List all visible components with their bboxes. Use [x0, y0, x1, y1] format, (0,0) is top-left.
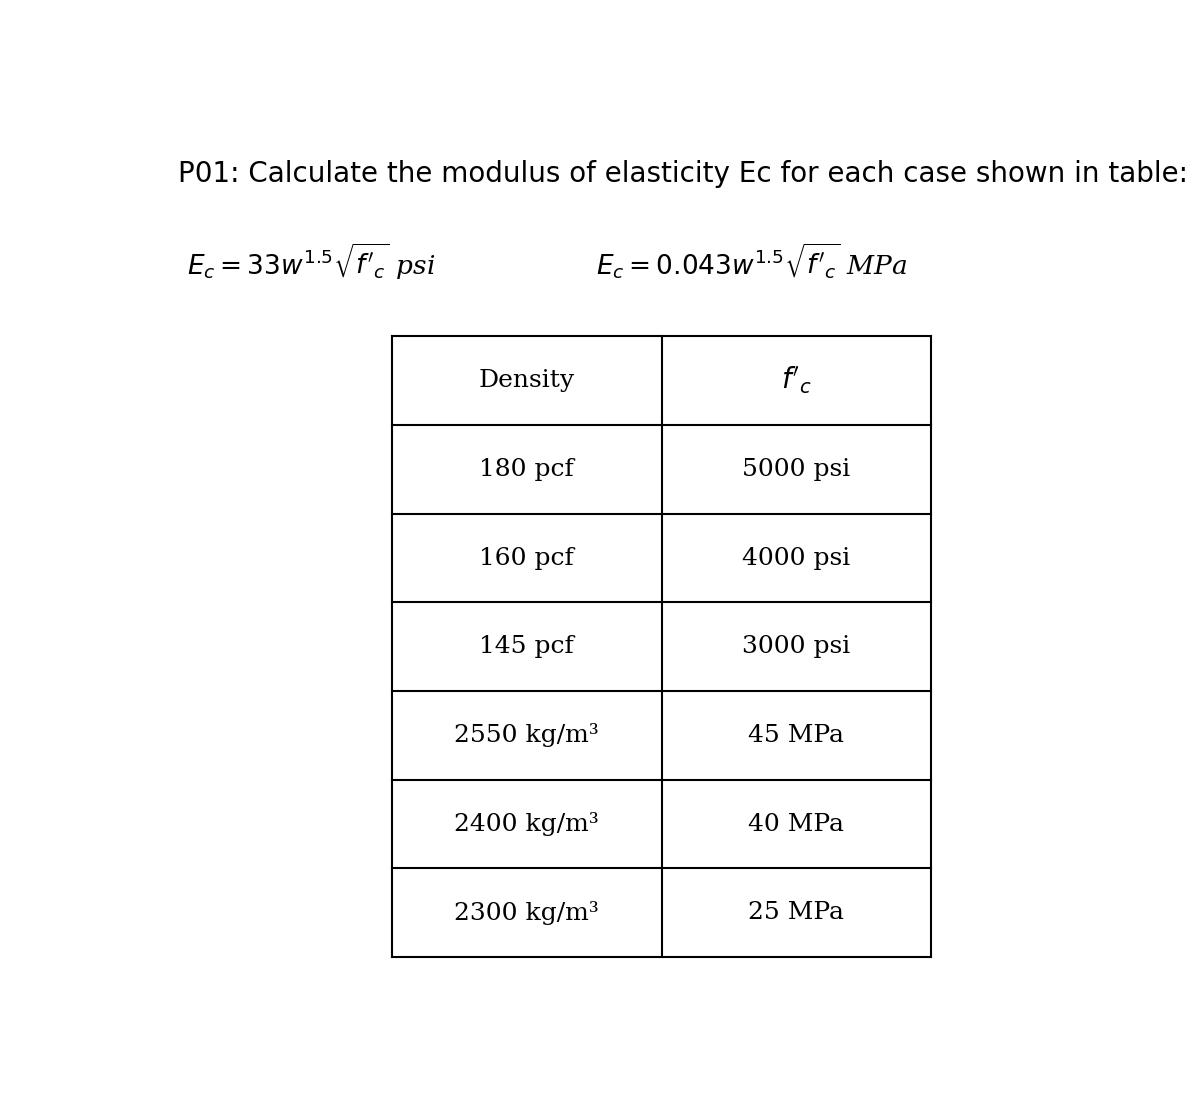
Text: $f'_c$: $f'_c$	[781, 366, 811, 397]
Text: 45 MPa: 45 MPa	[749, 724, 845, 747]
Text: $E_c = 33w^{1.5}\sqrt{f'_c}$ psi: $E_c = 33w^{1.5}\sqrt{f'_c}$ psi	[187, 241, 436, 282]
Text: Density: Density	[479, 369, 575, 392]
Text: P01: Calculate the modulus of elasticity Ec for each case shown in table:: P01: Calculate the modulus of elasticity…	[178, 160, 1188, 188]
Text: $E_c = 0.043w^{1.5}\sqrt{f'_c}$ MPa: $E_c = 0.043w^{1.5}\sqrt{f'_c}$ MPa	[596, 241, 908, 282]
Text: 40 MPa: 40 MPa	[749, 813, 845, 835]
Text: 2400 kg/m³: 2400 kg/m³	[455, 812, 599, 836]
Text: 2300 kg/m³: 2300 kg/m³	[455, 901, 599, 925]
Text: 145 pcf: 145 pcf	[479, 635, 574, 659]
Text: 160 pcf: 160 pcf	[479, 547, 574, 570]
Text: 5000 psi: 5000 psi	[743, 458, 851, 481]
Text: 3000 psi: 3000 psi	[743, 635, 851, 659]
Text: 25 MPa: 25 MPa	[749, 901, 845, 925]
Text: 180 pcf: 180 pcf	[479, 458, 574, 481]
Text: 2550 kg/m³: 2550 kg/m³	[455, 723, 599, 748]
Text: 4000 psi: 4000 psi	[743, 547, 851, 570]
